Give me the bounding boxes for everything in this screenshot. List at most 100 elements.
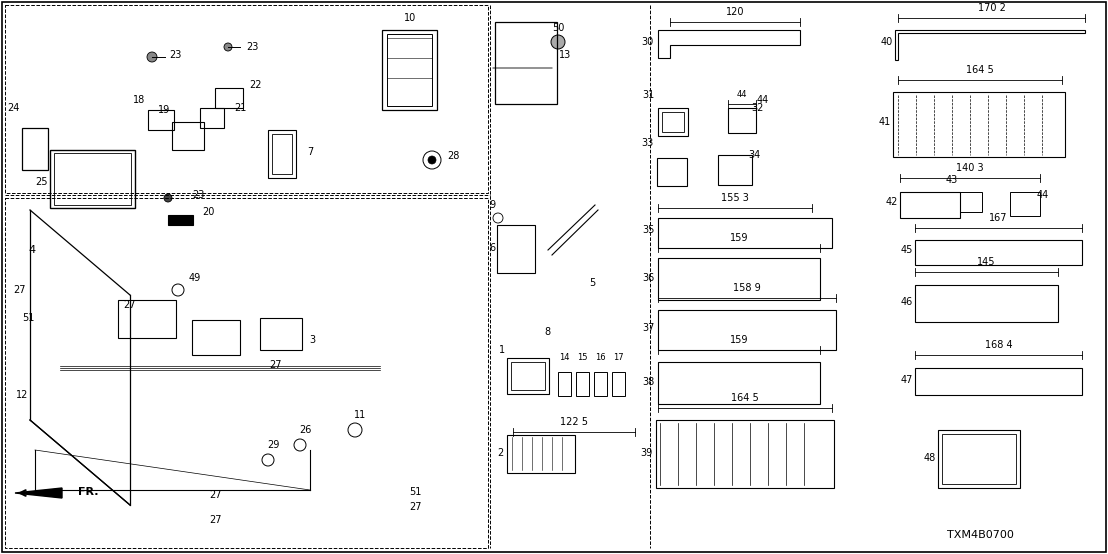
Text: 4: 4: [29, 245, 35, 255]
Bar: [497, 225, 535, 273]
Polygon shape: [16, 488, 62, 498]
Text: 9: 9: [489, 200, 495, 210]
Text: 51: 51: [22, 313, 34, 323]
Text: 159: 159: [730, 233, 748, 243]
Text: 155 3: 155 3: [721, 193, 749, 203]
Text: 1: 1: [499, 345, 505, 355]
Text: 168 4: 168 4: [985, 340, 1013, 350]
Text: 37: 37: [643, 323, 655, 333]
Text: 44: 44: [757, 95, 769, 105]
Text: 33: 33: [642, 138, 654, 148]
Text: 31: 31: [643, 90, 655, 100]
Bar: [661, 112, 684, 132]
Text: 27: 27: [124, 300, 136, 310]
Text: 158 9: 158 9: [733, 283, 761, 293]
Text: 30: 30: [642, 37, 654, 47]
Bar: [558, 372, 571, 396]
Text: 10: 10: [404, 13, 417, 23]
Text: 170 2: 170 2: [977, 3, 1005, 13]
Text: 45: 45: [901, 245, 913, 255]
Text: 6: 6: [489, 243, 495, 253]
Text: 42: 42: [885, 197, 897, 207]
Text: 19: 19: [157, 105, 170, 115]
Bar: [201, 108, 224, 128]
Text: 26: 26: [299, 425, 311, 435]
Text: 20: 20: [202, 207, 214, 217]
Circle shape: [428, 156, 437, 164]
Bar: [507, 358, 548, 394]
Text: 167: 167: [989, 213, 1008, 223]
Text: 49: 49: [188, 273, 202, 283]
Text: 28: 28: [447, 151, 459, 161]
Text: 164 5: 164 5: [966, 65, 994, 75]
Bar: [117, 300, 176, 338]
Text: 21: 21: [234, 103, 246, 113]
Text: 140 3: 140 3: [956, 163, 984, 173]
Text: 27: 27: [13, 285, 27, 295]
Text: 29: 29: [267, 440, 279, 450]
Text: 47: 47: [901, 375, 913, 385]
Bar: [942, 434, 1016, 484]
Bar: [50, 150, 135, 208]
Bar: [657, 158, 687, 186]
Text: 122 5: 122 5: [560, 417, 588, 427]
Text: FR.: FR.: [78, 487, 99, 497]
Text: 43: 43: [946, 175, 958, 185]
Text: 44: 44: [737, 90, 747, 99]
Bar: [271, 134, 293, 174]
Text: 8: 8: [544, 327, 550, 337]
Bar: [718, 155, 752, 185]
Bar: [495, 22, 557, 104]
Text: 32: 32: [752, 103, 765, 113]
Circle shape: [147, 52, 157, 62]
Bar: [192, 320, 240, 355]
Bar: [507, 435, 575, 473]
Text: 164 5: 164 5: [731, 393, 759, 403]
Bar: [576, 372, 589, 396]
Bar: [1010, 192, 1040, 216]
Text: 22: 22: [249, 80, 261, 90]
Bar: [382, 30, 437, 110]
Bar: [387, 34, 432, 106]
Text: 27: 27: [269, 360, 281, 370]
Bar: [658, 108, 688, 136]
Bar: [172, 122, 204, 150]
Bar: [938, 430, 1020, 488]
Bar: [268, 130, 296, 178]
Text: 15: 15: [577, 353, 587, 362]
Text: 38: 38: [643, 377, 655, 387]
Text: 39: 39: [640, 448, 653, 458]
Text: 12: 12: [16, 390, 28, 400]
Text: 27: 27: [208, 515, 222, 525]
Text: 16: 16: [595, 353, 605, 362]
Text: 34: 34: [748, 150, 760, 160]
Text: 120: 120: [726, 7, 745, 17]
Text: 27: 27: [409, 502, 421, 512]
Text: 7: 7: [307, 147, 314, 157]
Text: 11: 11: [353, 410, 366, 420]
Text: 51: 51: [409, 487, 421, 497]
Circle shape: [164, 194, 172, 202]
Text: 35: 35: [643, 225, 655, 235]
Text: 36: 36: [643, 273, 655, 283]
Text: 14: 14: [558, 353, 570, 362]
Circle shape: [551, 35, 565, 49]
Text: 13: 13: [558, 50, 571, 60]
Bar: [260, 318, 302, 350]
Text: 23: 23: [246, 42, 258, 52]
Circle shape: [224, 43, 232, 51]
Bar: [728, 108, 756, 133]
Bar: [960, 192, 982, 212]
Text: 23: 23: [192, 190, 204, 200]
Text: TXM4B0700: TXM4B0700: [946, 530, 1014, 540]
Text: 159: 159: [730, 335, 748, 345]
Bar: [148, 110, 174, 130]
Text: 145: 145: [977, 257, 996, 267]
Text: 5: 5: [588, 278, 595, 288]
Text: 24: 24: [8, 103, 20, 113]
Bar: [22, 128, 48, 170]
Text: 17: 17: [613, 353, 624, 362]
Bar: [168, 215, 193, 225]
Bar: [54, 153, 131, 205]
Text: 44: 44: [1037, 190, 1049, 200]
